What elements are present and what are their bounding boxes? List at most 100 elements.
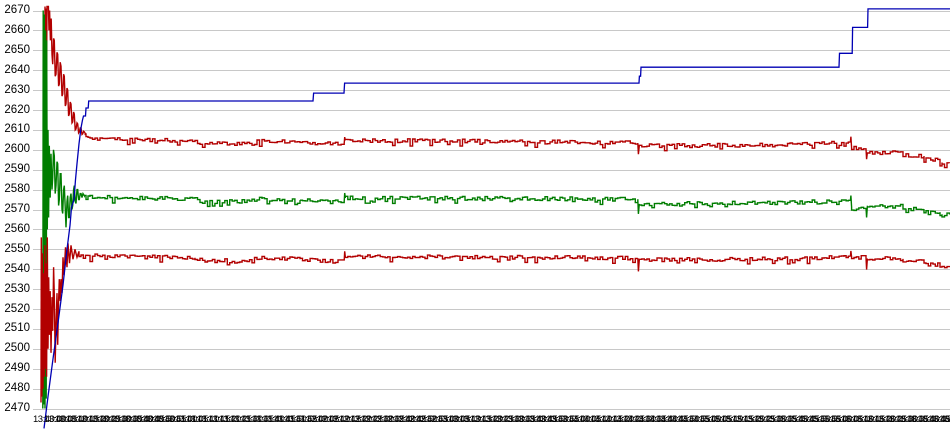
y-axis-tick-label: 2650	[4, 43, 30, 56]
x-axis-tick-label: 13:46:00	[819, 414, 852, 425]
x-axis-tick-label: 13:46:10	[840, 414, 874, 425]
x-axis-tick-label: 13:40:05	[43, 414, 77, 425]
x-axis-tick-label: 13:43:00	[426, 414, 459, 425]
x-axis-tick-label: 13:42:25	[349, 414, 383, 425]
x-axis-tick-label: 13:41:40	[251, 414, 285, 425]
x-axis-tick-label: 13:44:05	[567, 414, 601, 425]
y-axis-tick-label: 2490	[4, 362, 30, 375]
series-green-line	[42, 10, 950, 409]
x-axis-tick-label: 13:41:30	[229, 414, 263, 425]
y-axis-tick-label: 2590	[4, 163, 30, 176]
x-axis-tick-label: 13:42:00	[295, 414, 328, 425]
x-axis-tick-label: 13:44:50	[666, 414, 700, 425]
x-axis-tick-label: 13:41:50	[273, 414, 307, 425]
y-axis-tick-label: 2640	[4, 63, 30, 76]
x-axis-tick-label: 13:41:25	[218, 414, 252, 425]
x-axis-tick-label: 13:46:20	[862, 414, 896, 425]
x-axis-tick-label: 13:45:05	[698, 414, 732, 425]
x-axis-tick-label: 13:45:45	[786, 414, 820, 425]
x-axis-tick-label: 13:44:35	[633, 414, 667, 425]
y-axis-tick-label: 2520	[4, 302, 30, 315]
x-axis-tick-label: 13:46:35	[895, 414, 929, 425]
x-axis-tick-label: 13:40:30	[98, 414, 132, 425]
x-axis-tick-label: 13:43:55	[546, 414, 580, 425]
y-axis-tick-label: 2600	[4, 143, 30, 156]
x-axis-tick-label: 13:40:25	[87, 414, 121, 425]
x-axis-tick-label: 13:46:50	[928, 414, 950, 425]
x-axis-tick-label: 13:40:40	[120, 414, 154, 425]
x-axis-tick-label: 13:45:25	[742, 414, 776, 425]
x-axis-tick-label: 13:43:30	[491, 414, 525, 425]
y-axis-tick-label: 2480	[4, 382, 30, 395]
x-axis-tick-label: 13:42:20	[338, 414, 372, 425]
y-axis-tick-label: 2510	[4, 322, 30, 335]
x-axis-tick-label: 13:42:45	[393, 414, 427, 425]
x-axis-tick-label: 13:42:30	[360, 414, 394, 425]
x-axis-tick-label: 13:42:50	[404, 414, 438, 425]
x-axis-tick-label: 13:44:45	[655, 414, 689, 425]
series-lower-red-line	[40, 237, 950, 403]
x-axis-tick-label: 13:44:00	[557, 414, 590, 425]
x-axis-tick-label: 13:44:10	[578, 414, 612, 425]
x-axis-tick-label: 13:41:45	[262, 414, 296, 425]
y-axis-tick-label: 2610	[4, 123, 30, 136]
x-axis-tick-label: 13:41:00	[164, 414, 197, 425]
x-axis-tick-label: 13:40:10	[54, 414, 88, 425]
x-axis-tick-label: 13:42:55	[415, 414, 449, 425]
y-axis-tick-label: 2500	[4, 342, 30, 355]
x-axis-tick-label: 13:45:00	[688, 414, 721, 425]
x-axis-tick-label: 13:45:30	[753, 414, 787, 425]
y-axis-tick-label: 2470	[4, 402, 30, 414]
y-axis-tick-label: 2660	[4, 23, 30, 36]
x-axis-tick-label: 13:45:40	[775, 414, 809, 425]
x-axis-tick-label: 13:45:55	[808, 414, 842, 425]
x-axis-tick-label: 13:44:15	[589, 414, 623, 425]
x-axis-tick-label: 13:45:50	[797, 414, 831, 425]
x-axis-tick-label: 13:46:30	[884, 414, 918, 425]
x-axis-tick-label: 13:43:05	[436, 414, 470, 425]
x-axis-tick-label: 13:41:35	[240, 414, 274, 425]
x-axis-tick-label: 13:40:20	[76, 414, 110, 425]
x-axis-tick-label: 13:40:15	[65, 414, 99, 425]
x-axis-tick-label: 13:46:40	[906, 414, 940, 425]
x-axis-tick-label: 13:44:30	[622, 414, 656, 425]
x-axis-tick-label: 13:40:35	[109, 414, 143, 425]
x-axis-tick-label: 13:44:20	[600, 414, 634, 425]
x-axis-tick-label: 13:46:15	[851, 414, 885, 425]
x-axis-tick-label: 13:42:35	[371, 414, 405, 425]
x-axis-tick-label: 13:46:25	[873, 414, 907, 425]
y-axis-tick-label: 2540	[4, 262, 30, 275]
x-axis-tick-label: 13:41:10	[185, 414, 219, 425]
x-axis-tick-label: 13:43:50	[535, 414, 569, 425]
x-axis-tick-label: 13:43:10	[447, 414, 481, 425]
y-axis-tick-label: 2550	[4, 242, 30, 255]
x-axis-tick-label: 13:40:00	[33, 414, 66, 425]
x-axis-tick-label: 13:44:25	[611, 414, 645, 425]
series-blue-step-line	[43, 8, 950, 429]
x-axis-tick-label: 13:40:55	[153, 414, 187, 425]
x-axis-tick-label: 13:45:15	[720, 414, 754, 425]
x-axis-tick-label: 13:43:20	[469, 414, 503, 425]
x-axis-tick-label: 13:43:45	[524, 414, 558, 425]
x-axis-tick-label: 13:41:20	[207, 414, 241, 425]
series-upper-red-line	[43, 5, 950, 310]
x-axis-tick-label: 13:43:35	[502, 414, 536, 425]
x-axis-tick-label: 13:41:15	[196, 414, 230, 425]
x-axis-tick-label: 13:40:50	[142, 414, 176, 425]
y-axis-tick-label: 2570	[4, 203, 30, 215]
x-axis: 13:40:00 13:40:05 13:40:10 13:40:15 13:40:20…	[0, 413, 950, 429]
y-axis-tick-label: 2630	[4, 83, 30, 96]
y-axis-tick-label: 2560	[4, 222, 30, 235]
x-axis-tick-label: 13:46:55	[939, 414, 950, 425]
x-axis-tick-label: 13:46:05	[829, 414, 863, 425]
y-axis-tick-label: 2670	[4, 4, 30, 16]
x-axis-tick-label: 13:46:45	[917, 414, 950, 425]
y-axis-tick-label: 2620	[4, 103, 30, 116]
y-axis-tick-label: 2530	[4, 282, 30, 295]
x-axis-tick-label: 13:41:05	[174, 414, 208, 425]
x-axis-tick-label: 13:42:10	[316, 414, 350, 425]
x-axis-tick-label: 13:43:15	[458, 414, 492, 425]
x-axis-tick-label: 13:44:55	[677, 414, 711, 425]
